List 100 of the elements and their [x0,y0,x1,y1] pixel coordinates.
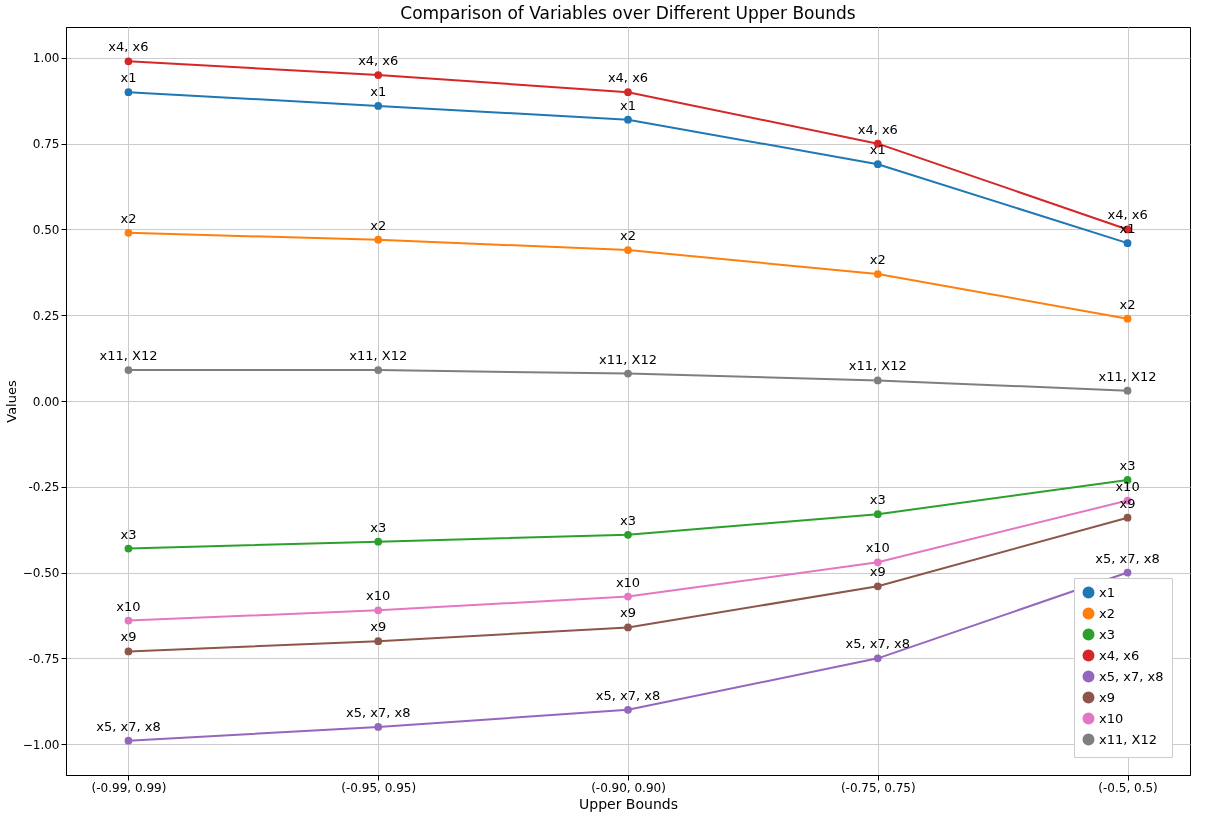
text: x4, x6 [358,53,399,69]
text: x10 [865,540,890,556]
point [374,537,383,546]
text: x3 [120,526,137,542]
point [624,705,632,714]
legend-label: x4, x6 [1099,647,1140,663]
point [624,530,632,539]
y-tick-label: −1.00 [22,737,60,752]
text: x2 [370,217,387,233]
legend-label: x3 [1099,626,1115,642]
point [1123,314,1132,323]
legend-label: x1 [1099,584,1115,600]
text: x3 [1119,457,1136,473]
text: x4, x6 [607,70,649,86]
text: x10 [366,588,391,604]
point [124,647,133,656]
point [374,102,383,110]
text: x4, x6 [108,39,149,55]
text: x9 [370,619,387,635]
point [374,235,383,244]
y-tick-label: 0.50 [32,222,60,237]
point [1123,239,1132,248]
point [124,366,133,374]
x-tick-label: (-0.75, 0.75) [840,780,916,795]
point [873,510,882,519]
point [374,637,383,646]
text: x2 [1119,296,1136,312]
text: x3 [620,512,636,528]
x-tick-label: (-0.90, 0.90) [591,780,666,795]
text: x3 [370,519,387,535]
point [1123,513,1132,522]
text: x5, x7, x8 [346,704,411,720]
text: x4, x6 [857,121,898,137]
text: x2 [869,252,886,268]
y-axis-title: Values [3,380,19,423]
y-tick-label: 1.00 [32,51,60,66]
text: x5, x7, x8 [96,718,161,734]
point [624,88,632,97]
text: x10 [615,574,641,590]
text: x1 [120,70,137,86]
text: x11, X12 [848,358,907,374]
point [624,115,632,124]
point [124,736,133,745]
point [124,57,133,66]
text: x2 [620,228,636,244]
text: x4, x6 [1107,207,1148,223]
point [624,369,632,378]
point [873,376,882,385]
text: x2 [120,210,137,226]
text: x11, X12 [599,351,657,367]
text: x11, X12 [99,348,158,364]
text: x1 [620,97,636,113]
point [873,558,882,567]
text: x5, x7, x8 [1095,550,1160,566]
point [873,654,882,663]
point [124,616,133,625]
text: x9 [869,564,886,580]
chart-title: Comparison of Variables over Different Upper Bounds [400,3,856,23]
point [124,88,133,97]
legend-label: x5, x7, x8 [1099,668,1164,684]
text: x1 [869,142,886,158]
y-tick-label: -0.25 [28,480,60,495]
point [124,229,133,237]
text: x9 [120,629,137,645]
point [1123,568,1132,577]
point [374,366,383,374]
text: x5, x7, x8 [845,636,910,652]
y-tick-label: 0.75 [32,137,60,152]
text: x1 [1119,221,1136,237]
x-tick-label: (-0.5, 0.5) [1098,780,1158,795]
point [374,606,383,615]
legend-label: x2 [1099,605,1115,621]
y-tick-label: -0.75 [28,651,60,666]
point [1123,386,1132,395]
legend-label: x11, X12 [1099,731,1157,747]
text: x5, x7, x8 [595,687,661,703]
point [124,544,133,553]
point [873,270,882,278]
text: x10 [1115,478,1140,494]
point [873,160,882,169]
x-tick-label: (-0.95, 0.95) [341,780,417,795]
point [624,246,632,254]
point [873,582,882,591]
text: x11, X12 [1098,368,1157,384]
point [624,623,632,632]
text: x9 [620,605,636,621]
point [624,592,632,601]
x-tick-label: (-0.99, 0.99) [91,780,167,795]
y-tick-label: 0.25 [32,308,60,323]
text: x9 [1119,495,1136,511]
y-tick-label: −0.50 [22,566,60,581]
text: x11, X12 [349,348,408,364]
text: x1 [370,83,387,99]
text: x10 [116,598,141,614]
legend-label: x10 [1099,710,1124,726]
y-tick-label: 0.00 [32,394,60,409]
text: x3 [869,492,886,508]
legend-label: x9 [1099,689,1115,705]
point [374,723,383,731]
x-axis-title: Upper Bounds [579,795,678,812]
